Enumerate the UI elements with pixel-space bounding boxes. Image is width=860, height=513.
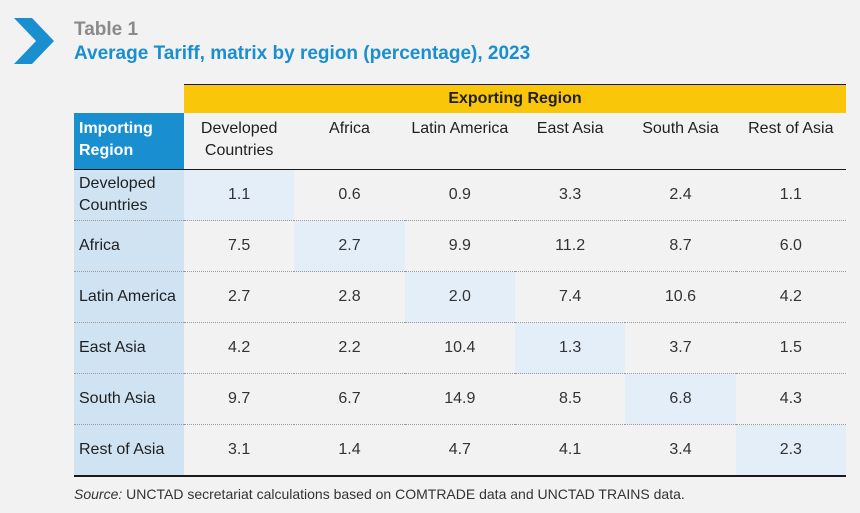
table-row: Rest of Asia 3.1 1.4 4.7 4.1 3.4 2.3 xyxy=(74,424,846,477)
row-label: Latin America xyxy=(74,271,184,323)
tariff-matrix-table: Exporting Region Importing Region Develo… xyxy=(74,84,846,477)
table-cell: 4.7 xyxy=(404,424,515,477)
table-cell: 3.3 xyxy=(514,169,626,221)
table-cell: 6.0 xyxy=(735,220,846,272)
table-cell: 9.9 xyxy=(404,220,515,272)
row-label: Developed Countries xyxy=(74,169,184,221)
table-cell: 2.3 xyxy=(735,424,846,477)
table-cell: 4.1 xyxy=(514,424,626,477)
table-cell: 11.2 xyxy=(514,220,626,272)
table-cell: 1.1 xyxy=(735,169,846,221)
table-cell: 3.4 xyxy=(625,424,736,477)
table-cell: 2.0 xyxy=(404,271,515,323)
row-label: Rest of Asia xyxy=(74,424,184,477)
table-heading: Table 1 Average Tariff, matrix by region… xyxy=(74,18,530,66)
table-cell: 6.8 xyxy=(625,373,736,425)
column-header: Latin America xyxy=(404,113,515,170)
table-cell: 7.4 xyxy=(514,271,626,323)
column-header: Rest of Asia xyxy=(735,113,846,170)
table-cell: 8.7 xyxy=(625,220,736,272)
chevron-right-icon xyxy=(14,18,54,64)
source-footnote: Source: UNCTAD secretariat calculations … xyxy=(74,486,685,502)
table-cell: 1.3 xyxy=(514,322,626,374)
table-row: Africa 7.5 2.7 9.9 11.2 8.7 6.0 xyxy=(74,220,846,272)
table-cell: 4.3 xyxy=(735,373,846,425)
table-cell: 6.7 xyxy=(294,373,405,425)
table-cell: 8.5 xyxy=(514,373,626,425)
table-cell: 9.7 xyxy=(184,373,295,425)
table-label: Table 1 xyxy=(74,19,139,40)
table-cell: 1.4 xyxy=(294,424,405,477)
table-cell: 3.1 xyxy=(184,424,295,477)
table-cell: 3.7 xyxy=(625,322,736,374)
column-header: East Asia xyxy=(514,113,626,170)
exporting-region-header: Exporting Region xyxy=(184,84,846,113)
row-label: Africa xyxy=(74,220,184,272)
table-cell: 0.9 xyxy=(404,169,515,221)
table-title: Average Tariff, matrix by region (percen… xyxy=(74,43,531,64)
source-label: Source: xyxy=(74,486,123,502)
table-row: Developed Countries 1.1 0.6 0.9 3.3 2.4 … xyxy=(74,169,846,221)
table-cell: 4.2 xyxy=(735,271,846,323)
table-cell: 0.6 xyxy=(294,169,405,221)
table-cell: 1.5 xyxy=(735,322,846,374)
table-cell: 1.1 xyxy=(184,169,295,221)
table-cell: 2.8 xyxy=(294,271,405,323)
column-header: Developed Countries xyxy=(184,113,295,170)
importing-region-header: Importing Region xyxy=(74,113,184,170)
table-cell: 4.2 xyxy=(184,322,295,374)
row-label: East Asia xyxy=(74,322,184,374)
table-row: Latin America 2.7 2.8 2.0 7.4 10.6 4.2 xyxy=(74,271,846,323)
table-cell: 10.4 xyxy=(404,322,515,374)
table-cell: 2.4 xyxy=(625,169,736,221)
source-text: UNCTAD secretariat calculations based on… xyxy=(122,486,685,502)
table-cell: 2.2 xyxy=(294,322,405,374)
table-cell: 2.7 xyxy=(294,220,405,272)
table-cell: 10.6 xyxy=(625,271,736,323)
table-cell: 2.7 xyxy=(184,271,295,323)
table-row: South Asia 9.7 6.7 14.9 8.5 6.8 4.3 xyxy=(74,373,846,425)
column-header: Africa xyxy=(294,113,405,170)
table-cell: 14.9 xyxy=(404,373,515,425)
row-label: South Asia xyxy=(74,373,184,425)
corner-blank xyxy=(74,85,184,114)
column-header: South Asia xyxy=(625,113,736,170)
table-cell: 7.5 xyxy=(184,220,295,272)
table-row: East Asia 4.2 2.2 10.4 1.3 3.7 1.5 xyxy=(74,322,846,374)
